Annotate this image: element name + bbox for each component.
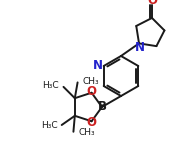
Text: CH₃: CH₃: [83, 77, 99, 86]
Text: O: O: [86, 116, 96, 129]
Text: O: O: [86, 85, 96, 98]
Text: H₃C: H₃C: [42, 81, 58, 90]
Text: N: N: [135, 41, 145, 54]
Text: B: B: [97, 100, 106, 113]
Text: N: N: [93, 59, 103, 72]
Text: CH₃: CH₃: [79, 128, 95, 137]
Text: O: O: [147, 0, 157, 7]
Text: H₃C: H₃C: [41, 121, 58, 131]
